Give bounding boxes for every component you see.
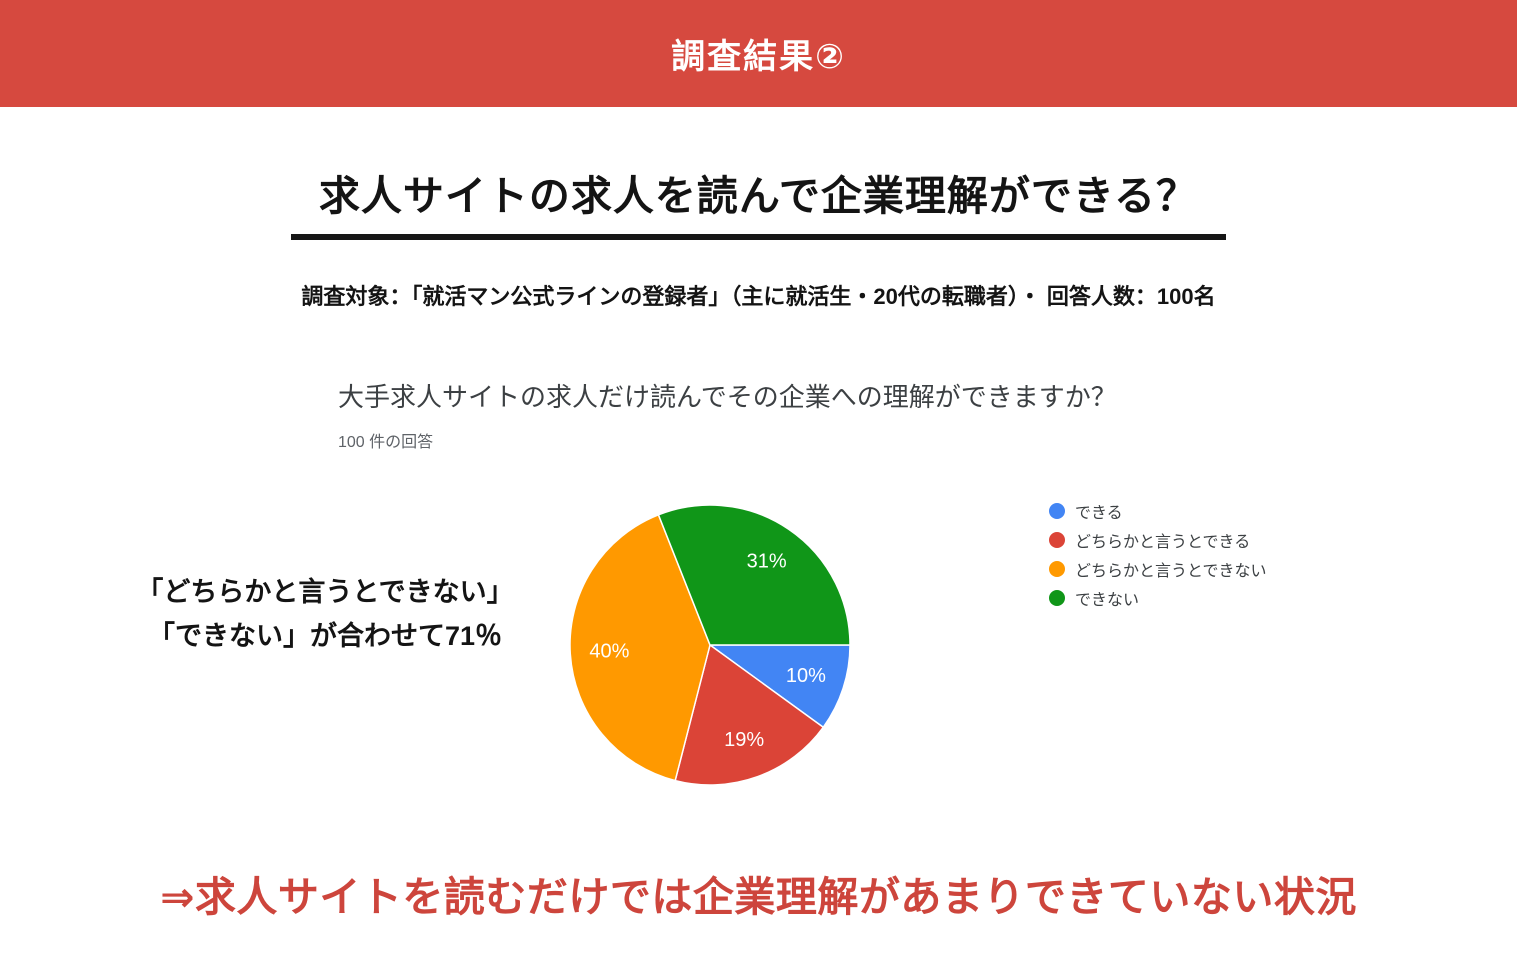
pie-chart: 10% 19% 40% 31% bbox=[569, 504, 851, 786]
pie-slice-label-dekiru: 10% bbox=[786, 665, 826, 687]
legend-label: どちらかと言うとできる bbox=[1075, 533, 1251, 551]
legend-item-dochiraka-to-iu-to-dekiru: どちらかと言うとできる bbox=[1049, 531, 1267, 551]
legend-color-dot bbox=[1049, 560, 1065, 577]
pie-slice-dochiraka-to-iu-to-dekiru bbox=[674, 643, 825, 786]
survey-target-subtitle: 調査対象：「就活マン公式ラインの登録者」（主に就活生・20代の転職者）・ 回答人… bbox=[301, 284, 1216, 309]
legend-label: できる bbox=[1075, 504, 1123, 522]
legend-color-dot bbox=[1049, 589, 1065, 606]
header-banner: 調査結果② bbox=[0, 0, 1517, 107]
pie-slice-label-dochiraka-to-iu-to-dekiru: 19% bbox=[724, 729, 764, 751]
annotation-line2: 「できない」が合わせて71％ bbox=[147, 621, 503, 651]
legend-item-dekinai: できない bbox=[1049, 589, 1267, 609]
conclusion-text: ⇒求人サイトを読むだけでは企業理解があまりできていない状況 bbox=[160, 874, 1357, 920]
legend-color-dot bbox=[1049, 502, 1065, 519]
pie-slice-dochiraka-to-iu-to-dekinai bbox=[569, 513, 711, 782]
annotation-line1: 「どちらかと言うとできない」 bbox=[136, 577, 514, 607]
legend-item-dekiru: できる bbox=[1049, 502, 1267, 522]
pie-slice-label-dochiraka-to-iu-to-dekinai: 40% bbox=[589, 640, 629, 662]
main-title: 求人サイトの求人を読んで企業理解ができる？ bbox=[318, 173, 1199, 219]
legend-item-dochiraka-to-iu-to-dekinai: どちらかと言うとできない bbox=[1049, 560, 1267, 580]
page-title: 調査結果② bbox=[671, 38, 846, 76]
pie-slice-dekinai bbox=[657, 504, 851, 646]
response-count: 100 件の回答 bbox=[338, 434, 434, 451]
title-underline bbox=[291, 234, 1226, 241]
legend-label: できない bbox=[1075, 591, 1140, 609]
chart-legend: できるどちらかと言うとできる どちらかと言うとできない できない bbox=[1049, 502, 1267, 618]
annotation-callout: 「どちらかと言うとできない」 「できない」が合わせて71％ bbox=[85, 570, 565, 658]
chart-question: 大手求人サイトの求人だけ読んでその企業への理解ができますか？ bbox=[338, 382, 1117, 412]
title-block: 求人サイトの求人を読んで企業理解ができる？ bbox=[0, 172, 1517, 241]
legend-color-dot bbox=[1049, 531, 1065, 548]
legend-label: どちらかと言うとできない bbox=[1075, 562, 1267, 580]
pie-slice-dekiru bbox=[707, 644, 851, 729]
pie-slice-label-dekinai: 31% bbox=[747, 551, 787, 573]
